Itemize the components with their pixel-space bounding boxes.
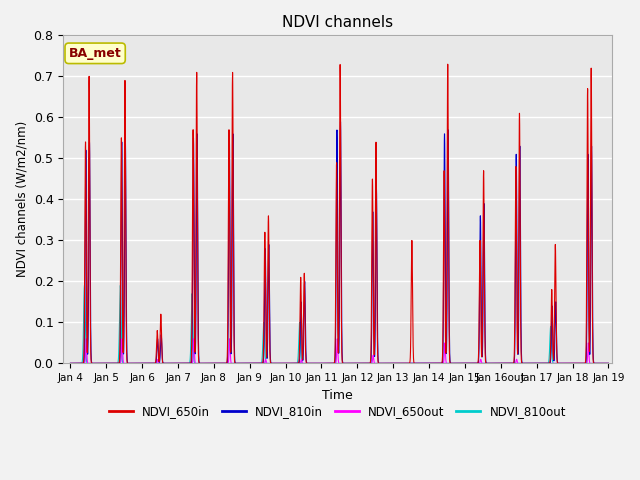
Text: BA_met: BA_met: [68, 47, 122, 60]
X-axis label: Time: Time: [323, 389, 353, 402]
Title: NDVI channels: NDVI channels: [282, 15, 393, 30]
Y-axis label: NDVI channels (W/m2/nm): NDVI channels (W/m2/nm): [15, 121, 28, 277]
Legend: NDVI_650in, NDVI_810in, NDVI_650out, NDVI_810out: NDVI_650in, NDVI_810in, NDVI_650out, NDV…: [104, 401, 571, 423]
